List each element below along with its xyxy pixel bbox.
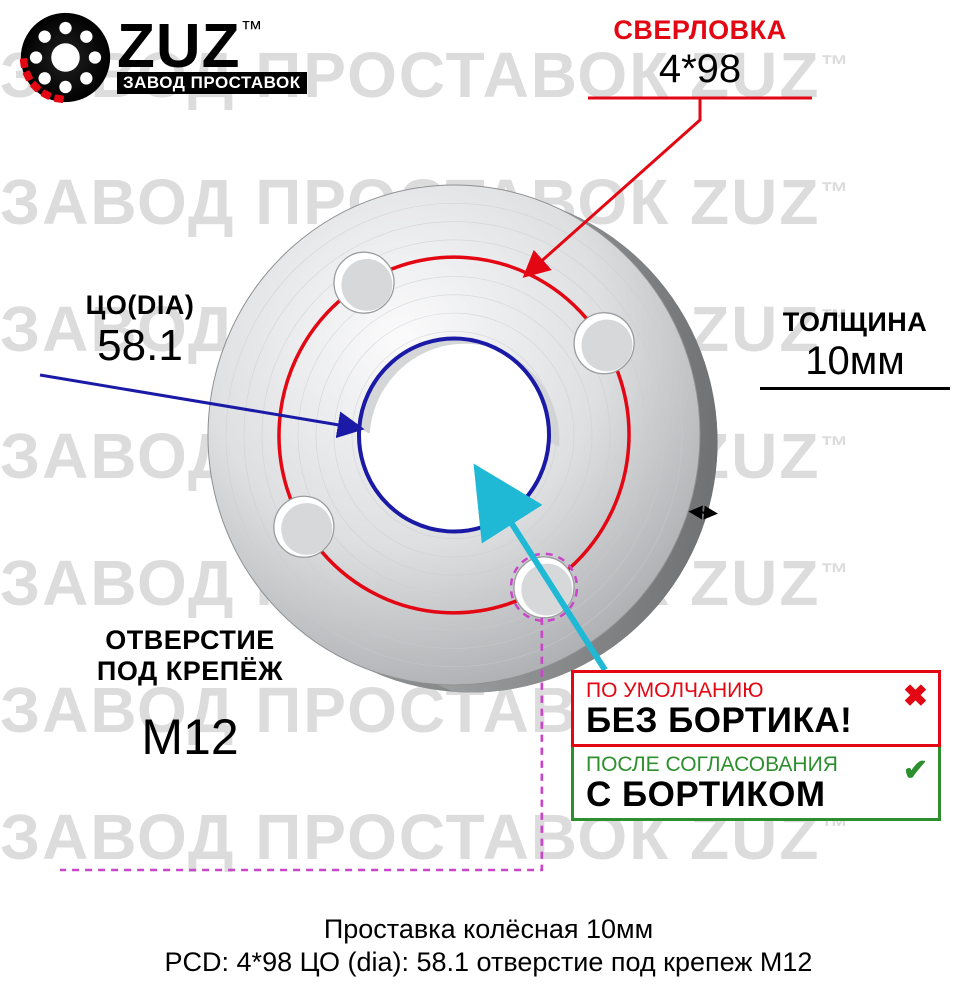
label-thickness-value: 10мм: [760, 338, 950, 384]
label-co-dia-value: 58.1: [40, 321, 240, 372]
brand-logo: ZUZ™ ЗАВОД ПРОСТАВОК: [18, 10, 307, 105]
label-sverlovka: СВЕРЛОВКА 4*98: [585, 15, 815, 92]
info-row-agreed: ПОСЛЕ СОГЛАСОВАНИЯ С БОРТИКОМ ✔: [571, 747, 941, 821]
caption-line2: PCD: 4*98 ЦО (dia): 58.1 отверстие под к…: [0, 946, 977, 980]
label-co-dia-title: ЦО(DIA): [40, 290, 240, 321]
info-default-big: БЕЗ БОРТИКА!: [586, 703, 926, 740]
label-thickness: ТОЛЩИНА 10мм: [760, 307, 950, 390]
label-sverlovka-value: 4*98: [585, 46, 815, 92]
brand-logo-icon: [18, 10, 113, 105]
caption: Проставка колёсная 10мм PCD: 4*98 ЦО (di…: [0, 913, 977, 981]
label-thickness-underline: [760, 387, 950, 390]
info-agreed-small: ПОСЛЕ СОГЛАСОВАНИЯ: [586, 753, 926, 777]
brand-subtitle: ЗАВОД ПРОСТАВОК: [117, 72, 307, 94]
labels-layer: СВЕРЛОВКА 4*98 ЦО(DIA) 58.1 ТОЛЩИНА 10мм…: [0, 0, 977, 1000]
label-sverlovka-title: СВЕРЛОВКА: [585, 15, 815, 46]
caption-line1: Проставка колёсная 10мм: [0, 913, 977, 947]
label-thickness-title: ТОЛЩИНА: [760, 307, 950, 338]
label-bolt-hole-title2: ПОД КРЕПЁЖ: [60, 656, 320, 687]
brand-logo-text: ZUZ™ ЗАВОД ПРОСТАВОК: [117, 16, 307, 100]
brand-name: ZUZ: [117, 12, 241, 81]
info-default-small: ПО УМОЛЧАНИЮ: [586, 679, 926, 703]
check-icon: ✔: [903, 753, 928, 788]
label-bolt-hole: ОТВЕРСТИЕ ПОД КРЕПЁЖ М12: [60, 625, 320, 767]
brand-tm: ™: [241, 16, 263, 41]
info-agreed-big: С БОРТИКОМ: [586, 777, 926, 814]
label-bolt-hole-value: М12: [60, 709, 320, 767]
label-bolt-hole-title1: ОТВЕРСТИЕ: [60, 625, 320, 656]
info-block: ПО УМОЛЧАНИЮ БЕЗ БОРТИКА! ✖ ПОСЛЕ СОГЛАС…: [571, 670, 941, 821]
cross-icon: ✖: [903, 679, 928, 714]
label-co-dia: ЦО(DIA) 58.1: [40, 290, 240, 372]
info-row-default: ПО УМОЛЧАНИЮ БЕЗ БОРТИКА! ✖: [571, 670, 941, 747]
